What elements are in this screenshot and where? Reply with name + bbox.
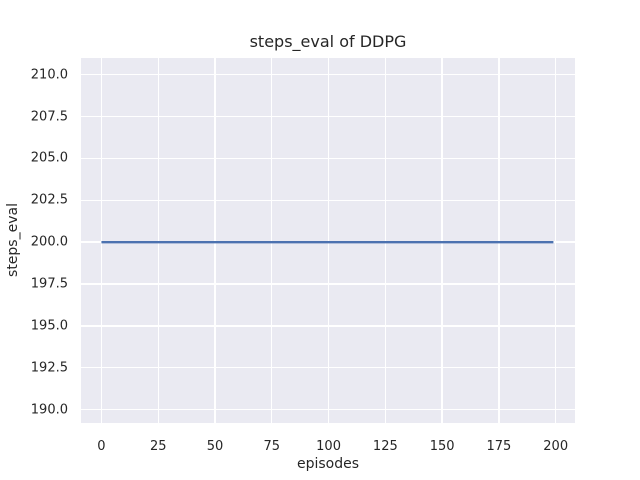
x-gridline xyxy=(498,58,500,423)
y-gridline xyxy=(81,325,575,327)
x-gridline xyxy=(271,58,273,423)
y-gridline xyxy=(81,157,575,160)
y-gridline xyxy=(81,74,575,76)
y-tick-label: 202.5 xyxy=(30,192,68,208)
chart-title: steps_eval of DDPG xyxy=(249,32,407,51)
y-tick-label: 197.5 xyxy=(30,276,68,292)
x-tick-label: 0 xyxy=(97,439,106,454)
x-tick-label: 50 xyxy=(206,439,224,454)
y-gridline xyxy=(81,283,575,285)
x-tick-label: 100 xyxy=(316,439,341,454)
x-tick-label: 150 xyxy=(429,439,455,454)
plot-area xyxy=(81,58,575,423)
y-gridline xyxy=(81,408,575,411)
x-tick-label: 200 xyxy=(543,439,569,454)
x-gridline xyxy=(384,58,387,423)
y-tick-label: 205.0 xyxy=(30,150,68,166)
x-tick-label: 25 xyxy=(149,439,167,454)
x-tick-label: 175 xyxy=(486,439,512,454)
x-tick-label: 125 xyxy=(372,439,398,454)
y-gridline xyxy=(81,115,575,118)
y-tick-label: 190.0 xyxy=(30,402,68,418)
x-gridline xyxy=(327,58,330,423)
x-gridline xyxy=(214,58,216,423)
x-tick-label: 75 xyxy=(263,439,281,454)
x-gridline xyxy=(157,58,159,423)
y-gridline xyxy=(81,199,575,201)
y-tick-label: 210.0 xyxy=(30,67,68,83)
x-axis-label: episodes xyxy=(296,456,360,472)
y-tick-label: 192.5 xyxy=(30,360,68,376)
y-gridline xyxy=(81,367,575,369)
x-gridline xyxy=(554,58,557,423)
y-tick-label: 207.5 xyxy=(30,109,68,125)
x-gridline xyxy=(100,58,103,423)
x-gridline xyxy=(441,58,443,423)
line-series-svg xyxy=(101,240,554,244)
y-tick-label: 195.0 xyxy=(30,318,68,334)
y-tick-label: 200.0 xyxy=(30,234,68,250)
